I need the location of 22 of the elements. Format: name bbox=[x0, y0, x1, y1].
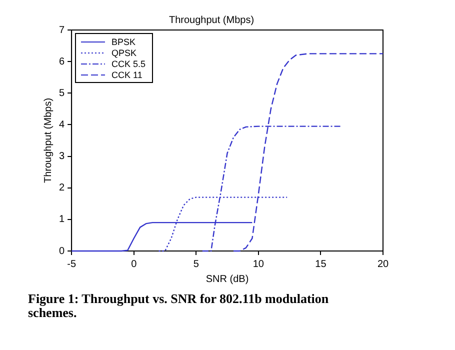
y-tick-label: 5 bbox=[59, 88, 65, 99]
x-tick-label: -5 bbox=[67, 258, 76, 270]
y-tick-label: 0 bbox=[59, 246, 65, 257]
y-axis-title: Throughput (Mbps) bbox=[42, 98, 54, 184]
y-tick-label: 4 bbox=[59, 119, 65, 130]
legend-label: CCK 11 bbox=[112, 70, 142, 80]
x-axis-title: SNR (dB) bbox=[206, 274, 249, 285]
x-tick-label: 0 bbox=[131, 258, 138, 270]
x-tick-label: 10 bbox=[252, 258, 264, 270]
y-tick-label: 2 bbox=[59, 182, 65, 194]
x-tick-label: 5 bbox=[193, 258, 200, 270]
y-tick-label: 6 bbox=[59, 56, 65, 68]
legend-label: BPSK bbox=[112, 36, 136, 46]
chart-title: Throughput (Mbps) bbox=[168, 14, 254, 26]
legend-label: QPSK bbox=[112, 48, 137, 58]
x-tick-label: 20 bbox=[377, 258, 389, 270]
caption: Figure 1: Throughput vs. SNR for 802.11b modulation schemes. bbox=[28, 291, 330, 320]
y-tick-label: 3 bbox=[59, 151, 65, 162]
y-tick-label: 7 bbox=[59, 24, 65, 36]
legend-label: CCK 5.5 bbox=[112, 58, 146, 68]
y-tick-label: 1 bbox=[59, 214, 65, 226]
x-tick-label: 15 bbox=[315, 258, 327, 270]
